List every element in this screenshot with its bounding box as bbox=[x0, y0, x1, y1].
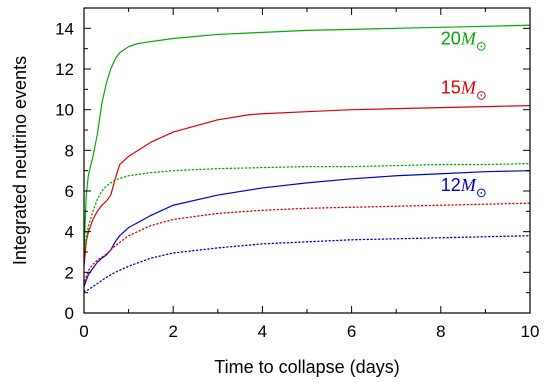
x-tick-label: 8 bbox=[436, 322, 445, 341]
series-line-2-solid bbox=[83, 105, 531, 267]
series-line-6-dotted bbox=[83, 235, 531, 293]
y-tick-label: 10 bbox=[55, 101, 74, 120]
series-line-4-dotted bbox=[83, 162, 531, 253]
annotation-mass-20: 20M⊙ bbox=[441, 29, 487, 54]
y-tick-label: 0 bbox=[65, 304, 74, 323]
annotation-number: 20 bbox=[441, 29, 461, 49]
solar-symbol-icon: ⊙ bbox=[476, 185, 487, 200]
x-tick-label: 6 bbox=[347, 322, 356, 341]
x-axis-title: Time to collapse (days) bbox=[214, 357, 399, 377]
plot-frame bbox=[83, 7, 531, 314]
solar-symbol-icon: ⊙ bbox=[476, 39, 487, 54]
annotation-number: 15 bbox=[441, 77, 461, 97]
annotation-mass-symbol: M bbox=[460, 175, 477, 195]
x-tick-label: 10 bbox=[521, 322, 540, 341]
y-tick-label: 8 bbox=[65, 141, 74, 160]
plot-lines bbox=[83, 24, 531, 293]
annotation-mass-symbol: M bbox=[460, 29, 477, 49]
series-line-5-dotted bbox=[83, 202, 531, 286]
annotation-mass-12: 12M⊙ bbox=[441, 175, 487, 200]
axis-ticks bbox=[83, 8, 531, 314]
axis-tick-labels: 0 2 4 6 8 10 0 2 4 6 8 10 12 14 bbox=[55, 19, 539, 341]
annotation-number: 12 bbox=[441, 175, 461, 195]
x-tick-label: 2 bbox=[168, 322, 177, 341]
y-tick-label: 6 bbox=[65, 182, 74, 201]
series-line-3-solid bbox=[83, 170, 531, 288]
x-tick-label: 0 bbox=[79, 322, 88, 341]
solar-symbol-icon: ⊙ bbox=[476, 87, 487, 102]
annotation-mass-symbol: M bbox=[460, 77, 477, 97]
y-tick-label: 4 bbox=[65, 223, 74, 242]
x-tick-label: 4 bbox=[258, 322, 267, 341]
series-annotations: 20M⊙15M⊙12M⊙ bbox=[441, 29, 487, 200]
y-tick-label: 12 bbox=[55, 60, 74, 79]
y-tick-label: 2 bbox=[65, 263, 74, 282]
series-line-1-solid bbox=[83, 24, 531, 253]
y-axis-title: Integrated neutrino events bbox=[10, 56, 30, 265]
y-tick-label: 14 bbox=[55, 19, 74, 38]
annotation-mass-15: 15M⊙ bbox=[441, 77, 487, 102]
